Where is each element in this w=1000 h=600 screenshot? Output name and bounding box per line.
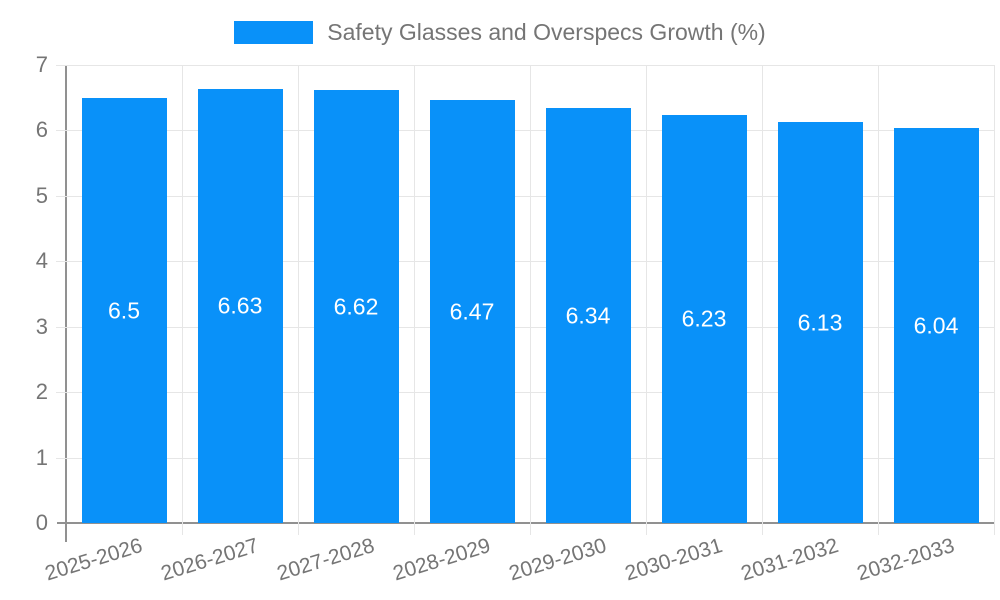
- legend-item[interactable]: Safety Glasses and Overspecs Growth (%): [234, 19, 766, 46]
- bar[interactable]: [82, 98, 167, 523]
- y-tick: [56, 326, 66, 328]
- x-category-label: 2031-2032: [737, 534, 841, 586]
- x-tick: [762, 523, 763, 535]
- y-tick: [56, 130, 66, 132]
- y-tick: [56, 392, 66, 394]
- y-tick: [56, 195, 66, 197]
- x-category-label: 2027-2028: [273, 534, 377, 586]
- x-axis-zero-tick: [65, 523, 67, 542]
- bar-value-label: 6.62: [333, 293, 379, 320]
- bar-value-label: 6.63: [217, 292, 263, 319]
- gridline-v: [994, 65, 995, 523]
- x-category-label: 2029-2030: [505, 534, 609, 586]
- bar-value-label: 6.5: [108, 297, 140, 324]
- y-tick-label: 7: [35, 52, 48, 77]
- x-category-label: 2028-2029: [389, 534, 493, 586]
- bar[interactable]: [546, 108, 631, 523]
- y-tick: [56, 457, 66, 459]
- x-category-label: 2032-2033: [853, 534, 957, 586]
- bar-value-label: 6.34: [565, 302, 611, 329]
- bar[interactable]: [314, 90, 399, 523]
- gridline-v: [530, 65, 531, 523]
- y-tick-label: 5: [35, 182, 48, 208]
- legend-swatch-icon: [234, 21, 314, 44]
- gridline-v: [414, 65, 415, 523]
- legend: Safety Glasses and Overspecs Growth (%): [0, 19, 1000, 46]
- x-category-label: 2025-2026: [41, 534, 145, 586]
- y-tick: [56, 65, 66, 66]
- y-tick-label: 1: [35, 444, 48, 470]
- x-tick: [646, 523, 647, 535]
- x-tick: [530, 523, 531, 535]
- x-tick: [182, 523, 183, 535]
- x-tick: [994, 523, 995, 535]
- bar[interactable]: [778, 122, 863, 523]
- gridline-v: [646, 65, 647, 523]
- y-tick-label: 0: [35, 510, 48, 535]
- legend-label: Safety Glasses and Overspecs Growth (%): [327, 19, 766, 45]
- y-tick: [56, 261, 66, 263]
- bar-value-label: 6.23: [681, 305, 727, 332]
- x-axis-line: [57, 522, 994, 524]
- x-category-label: 2026-2027: [157, 534, 261, 586]
- x-tick: [414, 523, 415, 535]
- gridline-v: [762, 65, 763, 523]
- y-tick-label: 2: [35, 379, 48, 405]
- bar-value-label: 6.47: [449, 298, 495, 325]
- gridline-v: [878, 65, 879, 523]
- y-tick-label: 6: [35, 117, 48, 143]
- bar[interactable]: [894, 128, 979, 523]
- x-tick: [878, 523, 879, 535]
- bar-value-label: 6.04: [913, 312, 959, 339]
- bar[interactable]: [430, 100, 515, 523]
- y-axis-line: [65, 65, 67, 523]
- gridline-v: [298, 65, 299, 523]
- gridline-v: [182, 65, 183, 523]
- bar[interactable]: [198, 89, 283, 523]
- y-tick-label: 3: [35, 313, 48, 339]
- y-tick-label: 4: [35, 248, 48, 274]
- plot-area: 6.5 6.63 6.62 6.47 6.34 6.23 6.13 6.04: [66, 65, 995, 523]
- bar-value-label: 6.13: [797, 309, 843, 336]
- x-tick: [298, 523, 299, 535]
- x-category-label: 2030-2031: [621, 534, 725, 586]
- bar[interactable]: [662, 115, 747, 523]
